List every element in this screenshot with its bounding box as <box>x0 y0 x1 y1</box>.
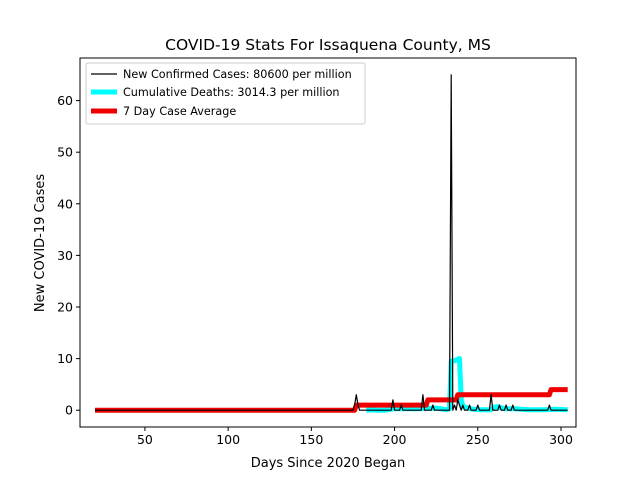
series-7-day-average <box>95 387 568 413</box>
y-tick-label: 50 <box>57 145 73 160</box>
legend: New Confirmed Cases: 80600 per million C… <box>85 62 366 125</box>
y-tick-label: 60 <box>57 93 73 108</box>
x-tick-label: 300 <box>549 432 573 447</box>
y-tick-label: 0 <box>65 403 73 418</box>
y-tick-label: 20 <box>57 300 73 315</box>
series-new-confirmed-cases <box>95 74 568 411</box>
x-tick-label: 200 <box>383 432 407 447</box>
x-tick-label: 150 <box>299 432 323 447</box>
x-tick-label: 50 <box>137 432 153 447</box>
series-layer <box>95 74 568 413</box>
x-tick-label: 250 <box>466 432 490 447</box>
y-tick-label: 30 <box>57 248 73 263</box>
plot-frame <box>79 57 577 428</box>
y-axis: 0 10 20 30 40 50 60 <box>57 93 80 418</box>
y-axis-label: New COVID-19 Cases <box>33 174 48 312</box>
legend-box <box>85 62 366 125</box>
x-tick-label: 100 <box>216 432 240 447</box>
y-tick-label: 40 <box>57 196 73 211</box>
y-tick-label: 10 <box>57 351 73 366</box>
legend-label-cumulative-deaths: Cumulative Deaths: 3014.3 per million <box>123 86 340 99</box>
x-axis-label: Days Since 2020 Began <box>251 456 406 471</box>
legend-label-new-cases: New Confirmed Cases: 80600 per million <box>123 68 352 81</box>
legend-label-7-day-average: 7 Day Case Average <box>123 105 236 118</box>
x-axis: 50 100 150 200 250 300 <box>137 427 573 447</box>
chart-title: COVID-19 Stats For Issaquena County, MS <box>165 36 491 54</box>
